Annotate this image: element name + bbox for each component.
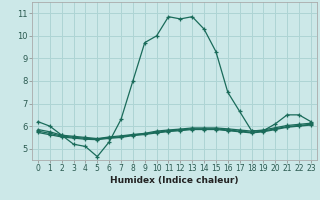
- X-axis label: Humidex (Indice chaleur): Humidex (Indice chaleur): [110, 176, 239, 185]
